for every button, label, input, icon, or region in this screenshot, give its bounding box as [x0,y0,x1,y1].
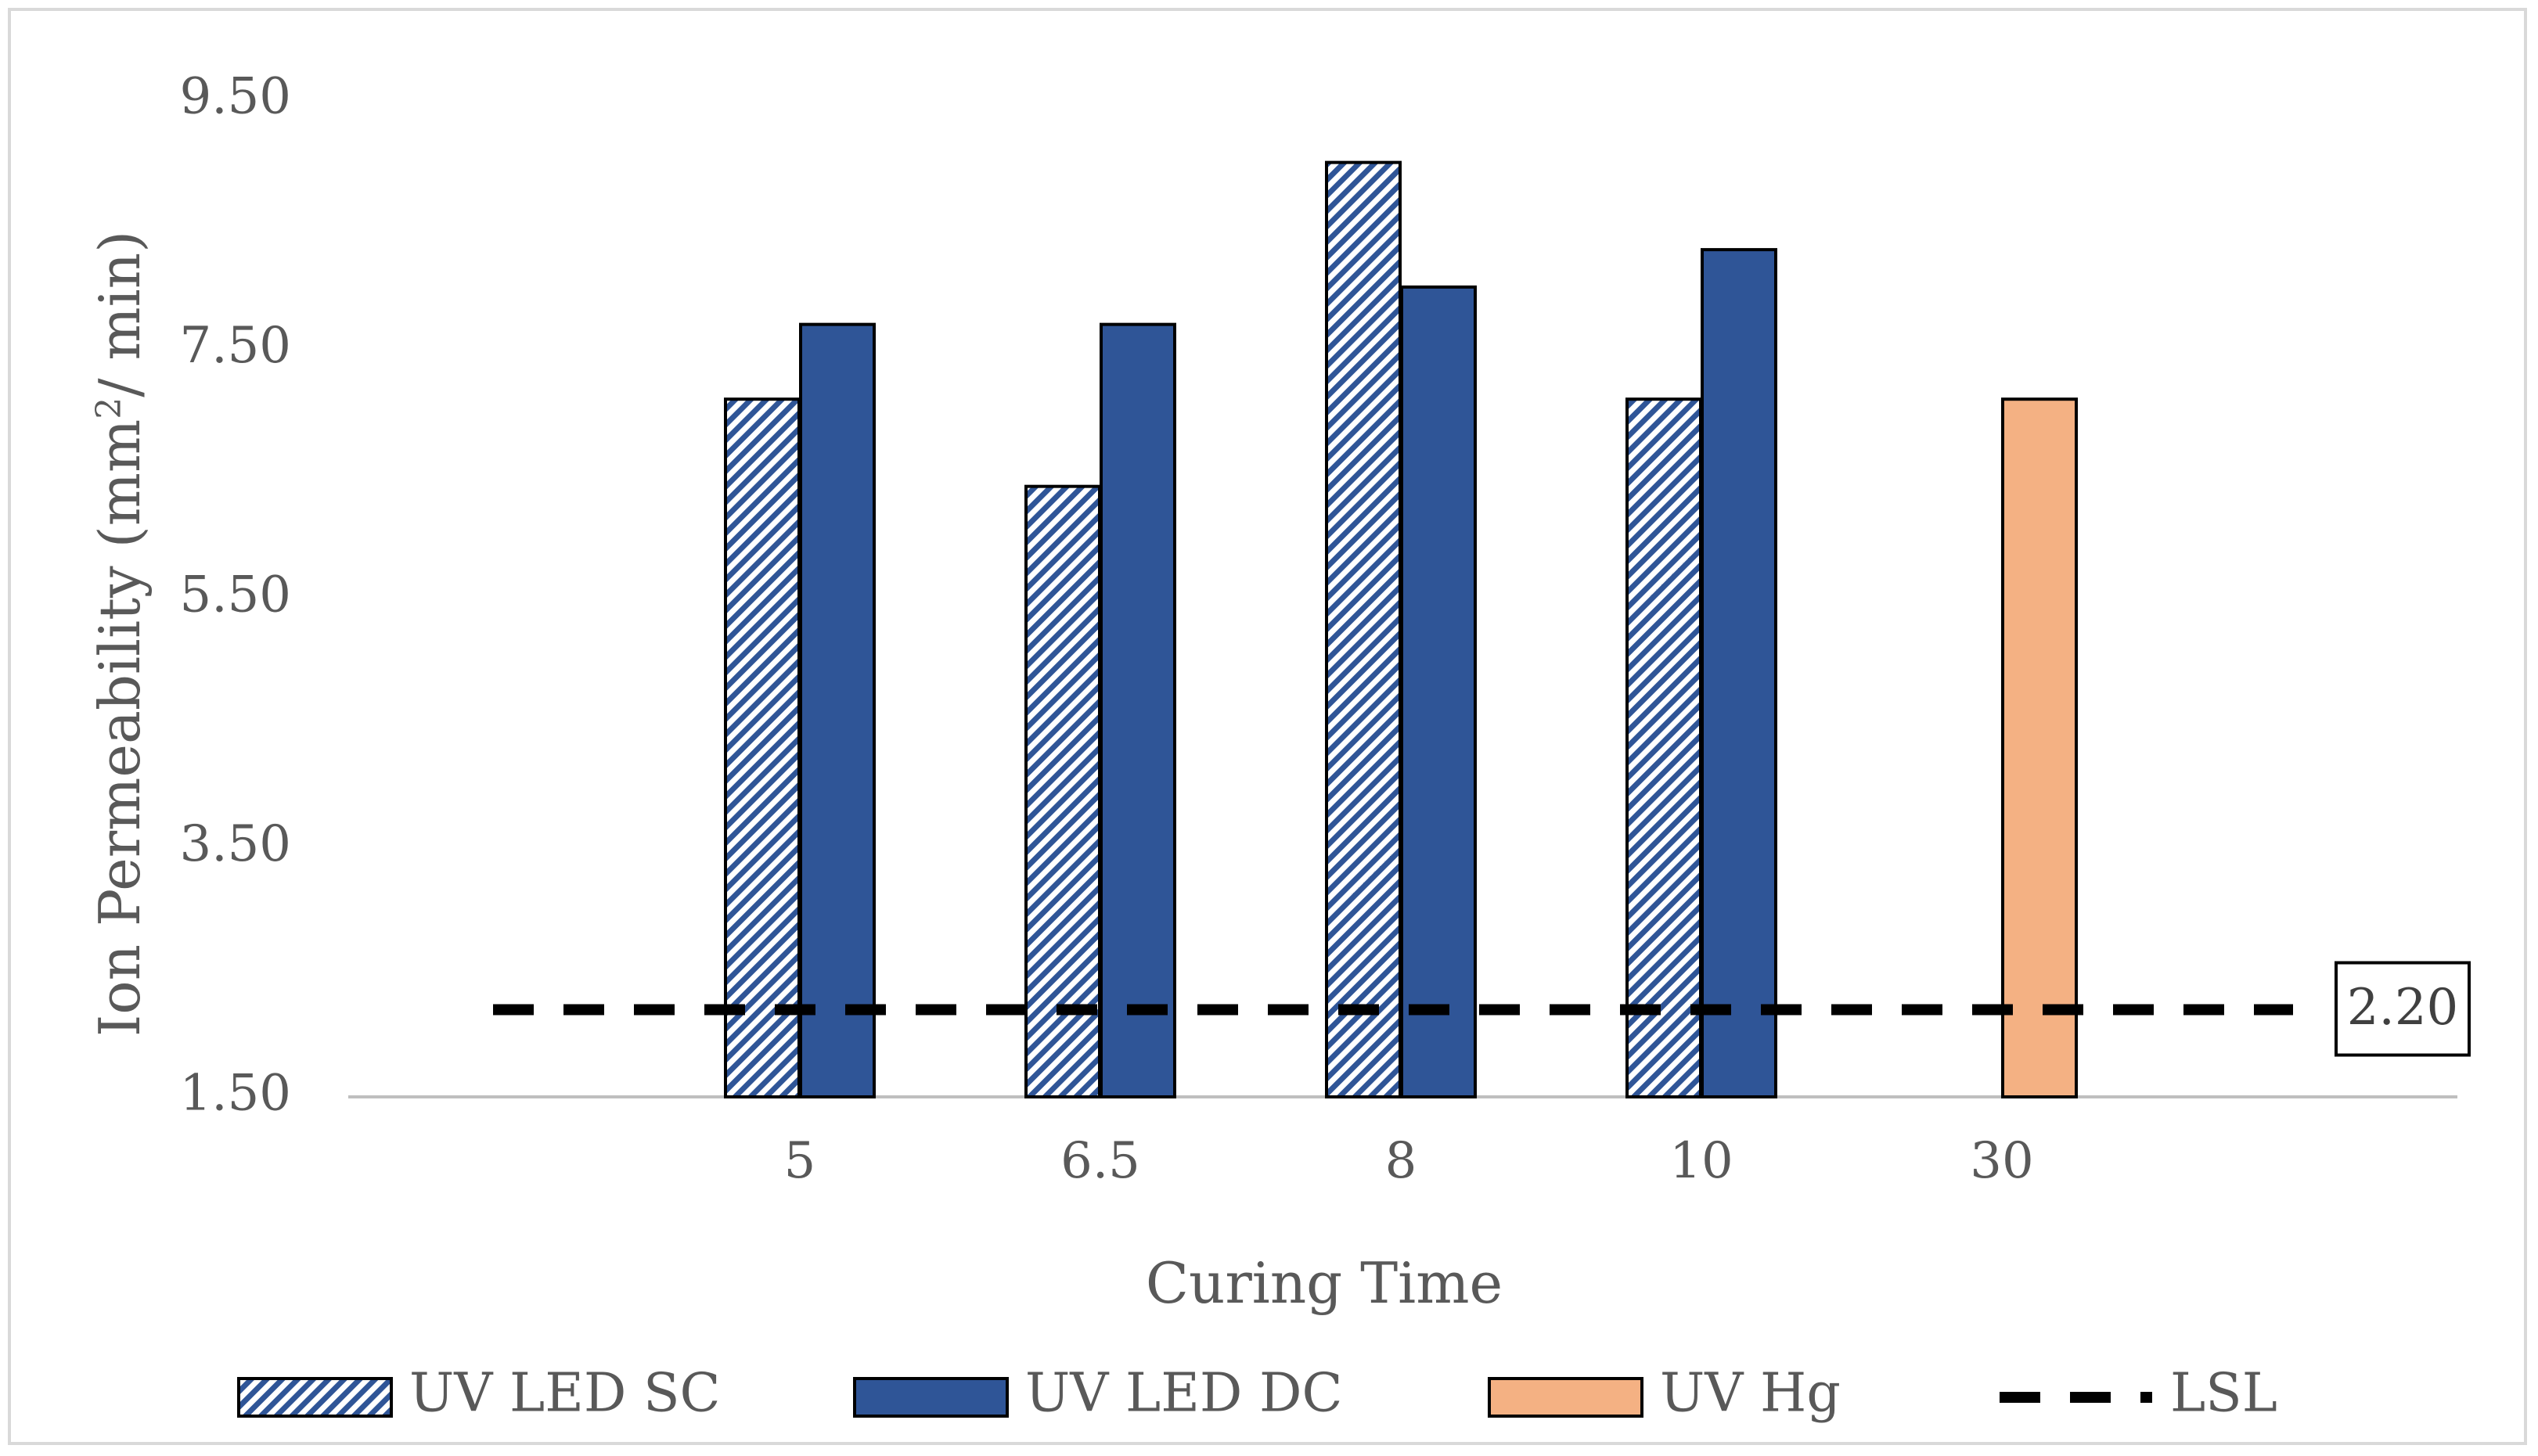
x-tick-label: 5 [784,1132,816,1190]
bar-uv-led-dc [1701,248,1777,1099]
legend: UV LED SC UV LED DC UV Hg LSL [237,1363,2277,1425]
lsl-value-label: 2.20 [2347,979,2459,1037]
bar-uv-led-sc [1024,484,1101,1098]
legend-label: UV LED DC [1025,1363,1343,1425]
legend-label: UV Hg [1660,1363,1841,1425]
bar-uv-led-sc [1625,397,1702,1098]
x-tick-label: 8 [1385,1132,1417,1190]
bar-uv-led-dc [1100,322,1176,1098]
bar-uv-led-sc [724,397,801,1098]
legend-swatch [853,1377,1009,1418]
bars [724,160,2078,1099]
y-axis-title-main: Ion Permeability (mm [87,419,153,1037]
legend-label: LSL [2170,1363,2277,1425]
chart-frame [8,8,2527,1445]
x-tick-label: 6.5 [1060,1132,1140,1190]
y-axis-title-tail: / min) [87,231,153,397]
y-tick-label: 7.50 [180,317,292,375]
bar-uv-led-dc [799,322,876,1098]
legend-swatch [1488,1377,1643,1418]
y-tick-label: 5.50 [180,566,292,624]
legend-swatch [237,1377,393,1418]
y-axis-title-superscript: 2 [89,397,129,419]
bar-uv-led-dc [1400,285,1477,1098]
x-axis-tick-labels: 5 6.5 8 10 30 [784,1132,2034,1190]
lsl-value-box [2335,961,2471,1057]
y-tick-label: 9.50 [180,68,292,126]
x-axis-title: Curing Time [1146,1250,1503,1316]
y-tick-label: 3.50 [180,815,292,873]
x-tick-label: 30 [1970,1132,2033,1190]
bar-uv-led-sc [1325,160,1402,1098]
bar-uv-hg [2001,397,2078,1098]
y-axis-title: Ion Permeability (mm2/ min) [87,231,153,1037]
y-tick-label: 1.50 [180,1065,292,1123]
x-tick-label: 10 [1669,1132,1733,1190]
legend-label: UV LED SC [409,1363,721,1425]
y-axis-tick-labels: 1.50 3.50 5.50 7.50 9.50 [180,68,292,1123]
